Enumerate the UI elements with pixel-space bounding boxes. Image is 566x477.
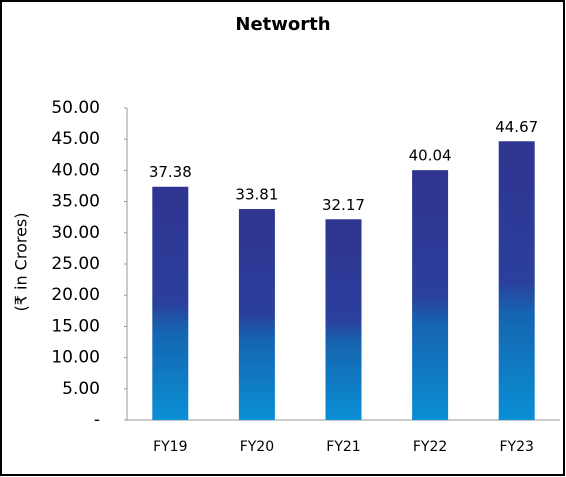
x-tick-label: FY21 — [326, 439, 360, 455]
x-tick-label: FY19 — [153, 439, 187, 455]
y-tick-label: 45.00 — [51, 129, 100, 149]
bar — [325, 219, 362, 420]
y-tick-label: 5.00 — [62, 379, 100, 399]
bar — [412, 170, 449, 420]
bar — [152, 186, 189, 420]
y-tick-label: 30.00 — [51, 223, 100, 243]
y-tick-label: 10.00 — [51, 348, 100, 368]
y-tick-label: 15.00 — [51, 316, 100, 336]
bar — [238, 209, 275, 420]
chart-title: Networth — [235, 14, 330, 35]
value-label: 33.81 — [235, 186, 278, 204]
value-label: 32.17 — [322, 196, 365, 214]
y-tick-label: - — [94, 410, 100, 430]
value-label: 37.38 — [149, 163, 192, 181]
y-tick-label: 20.00 — [51, 285, 100, 305]
y-tick-label: 35.00 — [51, 192, 100, 212]
x-tick-label: FY23 — [499, 439, 533, 455]
value-label: 40.04 — [409, 147, 452, 165]
x-tick-label: FY20 — [240, 439, 274, 455]
value-label: 44.67 — [495, 118, 538, 136]
x-tick-label: FY22 — [413, 439, 447, 455]
y-tick-label: 25.00 — [51, 254, 100, 274]
y-tick-label: 50.00 — [51, 98, 100, 118]
y-axis-label: (₹ in Crores) — [12, 212, 31, 311]
bar — [498, 141, 535, 420]
y-tick-label: 40.00 — [51, 160, 100, 180]
